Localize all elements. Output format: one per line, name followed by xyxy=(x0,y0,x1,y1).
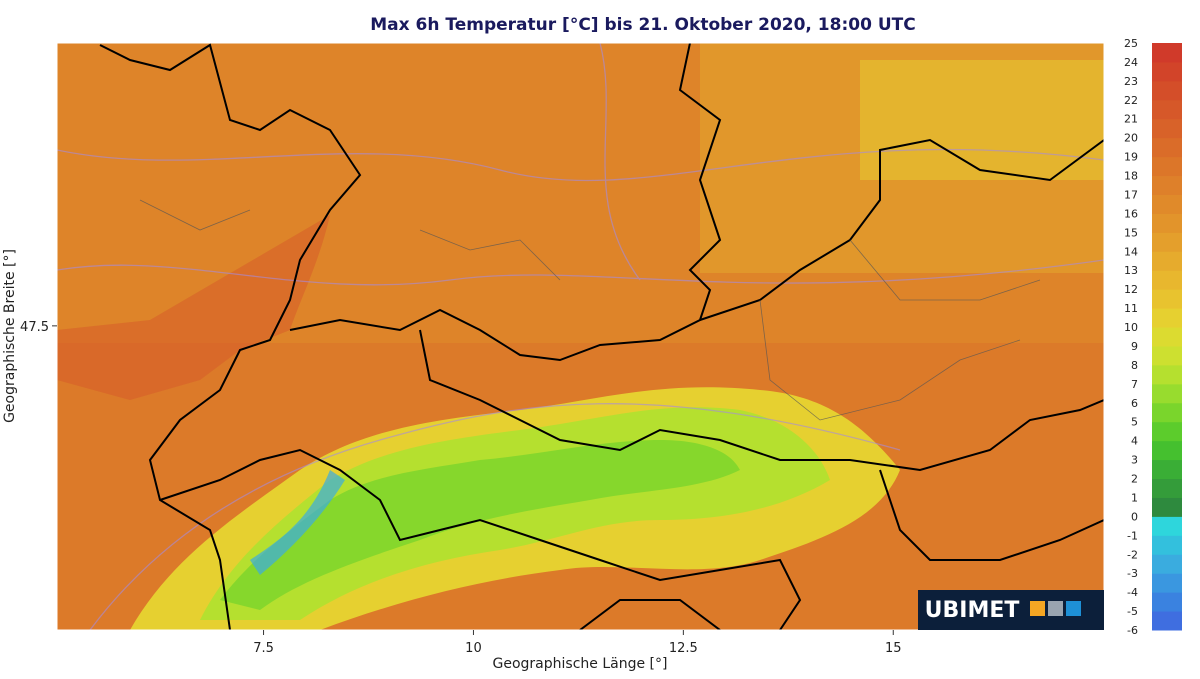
colorbar-tick-label: -3 xyxy=(1127,567,1138,580)
colorbar-band xyxy=(1152,289,1182,309)
colorbar-band xyxy=(1152,137,1182,158)
temperature-field xyxy=(57,43,1104,630)
colorbar-band xyxy=(1152,213,1182,233)
colorbar-band xyxy=(1152,251,1182,271)
colorbar-band xyxy=(1152,364,1182,385)
colorbar-tick-label: 25 xyxy=(1124,37,1138,50)
x-tick-label: 12.5 xyxy=(669,641,698,656)
colorbar-tick-label: 0 xyxy=(1131,510,1138,523)
y-axis-label: Geographische Breite [°] xyxy=(2,249,18,423)
plot-frame xyxy=(56,42,1105,631)
colorbar-tick-label: 18 xyxy=(1124,170,1138,183)
colorbar-tick-label: 5 xyxy=(1131,416,1138,429)
colorbar-tick-label: 24 xyxy=(1124,56,1138,69)
colorbar-tick-label: 6 xyxy=(1131,397,1138,410)
colorbar-band xyxy=(1152,175,1182,195)
colorbar-band xyxy=(1152,308,1182,328)
y-tick-label: 47.5 xyxy=(20,320,49,335)
colorbar-band xyxy=(1152,99,1182,120)
colorbar-tick-label: 13 xyxy=(1124,264,1138,277)
colorbar-tick-label: -5 xyxy=(1127,605,1138,618)
colorbar-tick-label: -6 xyxy=(1127,624,1138,637)
colorbar-tick-label: 12 xyxy=(1124,283,1138,296)
logo: UBIMET xyxy=(918,590,1104,630)
colorbar-tick-label: 7 xyxy=(1131,378,1138,391)
colorbar-band xyxy=(1152,232,1182,252)
colorbar-tick-label: 17 xyxy=(1124,188,1138,201)
colorbar-band xyxy=(1152,345,1182,366)
colorbar-tick-label: -1 xyxy=(1127,529,1138,542)
x-axis-label: Geographische Länge [°] xyxy=(493,656,668,672)
map-title: Max 6h Temperatur [°C] bis 21. Oktober 2… xyxy=(370,15,915,35)
colorbar-band xyxy=(1152,554,1182,574)
colorbar-band xyxy=(1152,421,1182,442)
colorbar-band xyxy=(1152,402,1182,423)
colorbar-tick-label: 1 xyxy=(1131,491,1138,504)
colorbar-band xyxy=(1152,592,1182,612)
colorbar-band xyxy=(1152,80,1182,101)
x-tick-label: 10 xyxy=(465,641,482,656)
colorbar-tick-label: 10 xyxy=(1124,321,1138,334)
colorbar-tick-label: 23 xyxy=(1124,75,1138,88)
colorbar-tick-label: 2 xyxy=(1131,473,1138,486)
colorbar-tick-label: 9 xyxy=(1131,340,1138,353)
colorbar-band xyxy=(1152,194,1182,214)
colorbar-tick-label: 8 xyxy=(1131,359,1138,372)
colorbar-tick-label: 15 xyxy=(1124,226,1138,239)
colorbar-tick-label: 11 xyxy=(1124,302,1138,315)
colorbar-band xyxy=(1152,118,1182,139)
colorbar-tick-label: 22 xyxy=(1124,94,1138,107)
colorbar-band xyxy=(1152,61,1182,82)
logo-text: UBIMET xyxy=(925,598,1020,623)
colorbar-band xyxy=(1152,611,1182,631)
colorbar-band xyxy=(1152,459,1182,480)
colorbar-tick-label: 16 xyxy=(1124,207,1138,220)
colorbar-tick-label: 19 xyxy=(1124,151,1138,164)
x-tick-label: 15 xyxy=(885,641,902,656)
colorbar-band xyxy=(1152,535,1182,555)
colorbar-band xyxy=(1152,43,1182,63)
colorbar-band xyxy=(1152,516,1182,536)
colorbar-tick-label: 4 xyxy=(1131,435,1138,448)
colorbar-tick-label: 20 xyxy=(1124,132,1138,145)
colorbar-tick-label: -4 xyxy=(1127,586,1138,599)
colorbar-tick-label: 3 xyxy=(1131,454,1138,467)
colorbar-band xyxy=(1152,497,1182,517)
x-tick-label: 7.5 xyxy=(253,641,274,656)
colorbar-band xyxy=(1152,327,1182,347)
colorbar-band xyxy=(1152,270,1182,290)
colorbar-band xyxy=(1152,156,1182,177)
colorbar-band xyxy=(1152,383,1182,404)
colorbar-band xyxy=(1152,440,1182,461)
colorbar-tick-label: -2 xyxy=(1127,548,1138,561)
colorbar-tick-label: 14 xyxy=(1124,245,1138,258)
colorbar-tick-label: 21 xyxy=(1124,113,1138,126)
colorbar-band xyxy=(1152,478,1182,498)
colorbar-band xyxy=(1152,573,1182,593)
